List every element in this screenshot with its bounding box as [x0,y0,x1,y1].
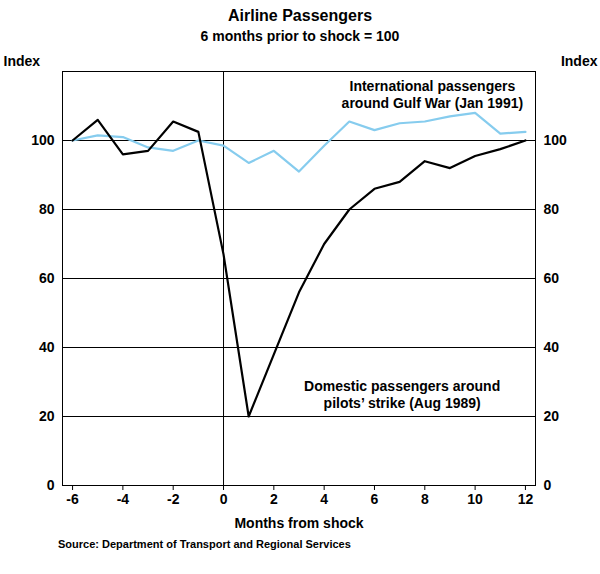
svg-text:2: 2 [270,491,278,507]
svg-text:-6: -6 [66,491,79,507]
svg-text:-2: -2 [167,491,180,507]
svg-text:0: 0 [220,491,228,507]
svg-text:Index: Index [4,53,41,69]
svg-text:0: 0 [47,477,55,493]
svg-text:100: 100 [31,132,55,148]
svg-text:-4: -4 [117,491,130,507]
svg-text:8: 8 [421,491,429,507]
html-text:6 months prior to shock = 100: 6 months prior to shock = 100 [200,28,400,44]
html-text:Source: Department of Transpor: Source: Department of Transport and Regi… [58,538,351,550]
svg-text:80: 80 [39,201,55,217]
svg-text:International passengersaround: International passengersaround Gulf War … [342,78,524,111]
svg-text:20: 20 [544,408,560,424]
svg-text:12: 12 [518,491,534,507]
html-text:Airline Passengers: Airline Passengers [228,7,372,24]
svg-text:10: 10 [467,491,483,507]
svg-text:60: 60 [544,270,560,286]
svg-text:6: 6 [371,491,379,507]
svg-text:60: 60 [39,270,55,286]
svg-text:0: 0 [544,477,552,493]
svg-text:4: 4 [320,491,328,507]
svg-text:Domestic passengers aroundpilo: Domestic passengers aroundpilots’ strike… [304,378,500,411]
svg-text:Index: Index [561,53,598,69]
svg-text:Months from shock: Months from shock [234,515,363,531]
svg-text:100: 100 [544,132,568,148]
svg-text:40: 40 [39,339,55,355]
svg-text:40: 40 [544,339,560,355]
svg-text:80: 80 [544,201,560,217]
svg-text:20: 20 [39,408,55,424]
